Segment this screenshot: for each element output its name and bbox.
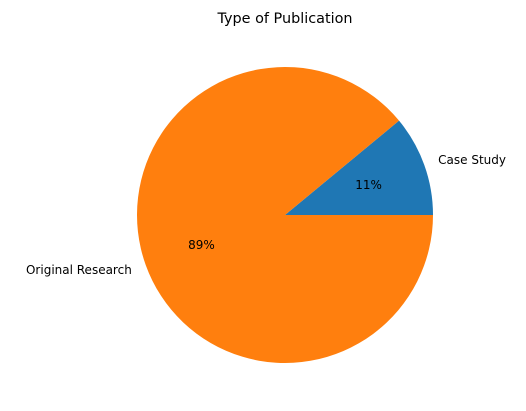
pie-pct-label: 89% bbox=[188, 238, 215, 252]
pie-slice-original-research bbox=[137, 67, 433, 363]
pie-pct-label: 11% bbox=[355, 178, 382, 192]
chart-title: Type of Publication bbox=[216, 11, 352, 27]
pie-category-label: Case Study bbox=[438, 153, 506, 167]
pie-slices bbox=[137, 67, 433, 363]
pie-category-label: Original Research bbox=[26, 263, 132, 277]
